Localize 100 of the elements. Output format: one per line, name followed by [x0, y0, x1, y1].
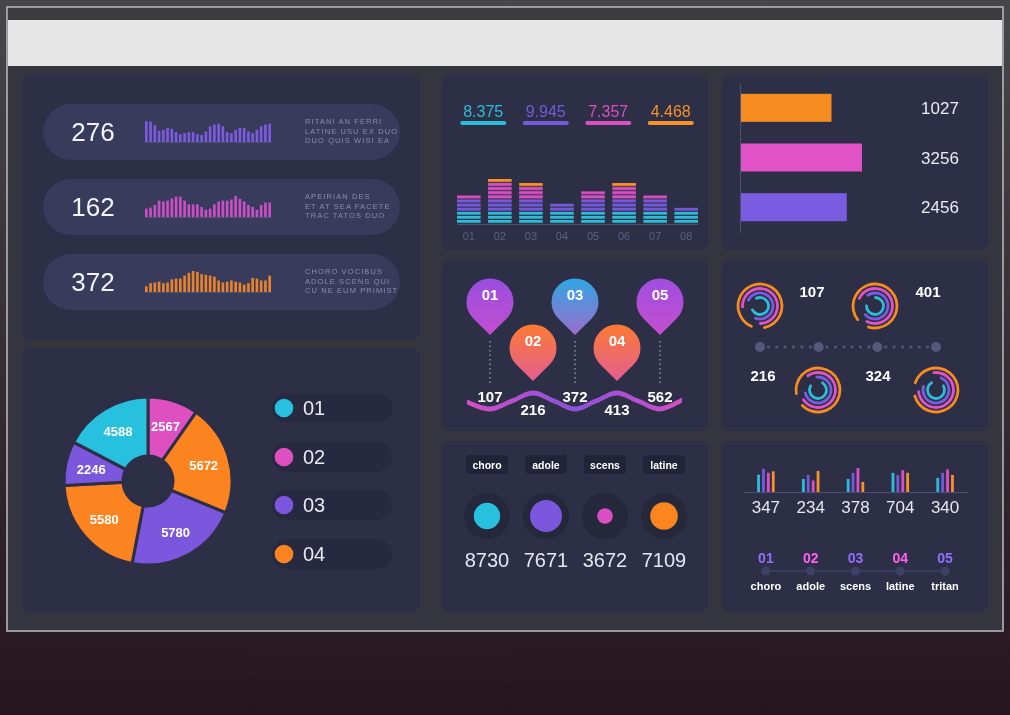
category-label: adole	[532, 459, 560, 471]
chart-title: 162	[71, 192, 115, 222]
bar	[457, 195, 481, 200]
bar	[643, 195, 667, 200]
bar	[234, 281, 237, 292]
bar	[550, 211, 574, 224]
bar	[213, 204, 216, 217]
bar	[519, 187, 543, 200]
bar	[183, 133, 186, 142]
bar	[162, 129, 165, 142]
data-label: 5580	[89, 512, 119, 528]
bar	[581, 191, 605, 200]
bar	[230, 199, 233, 217]
bar	[234, 196, 237, 217]
bar	[230, 280, 233, 292]
bar	[457, 199, 481, 212]
data-label: 5672	[189, 457, 219, 473]
data-label: 5780	[161, 525, 191, 541]
bar	[581, 199, 605, 212]
bar	[217, 123, 220, 142]
bar	[179, 134, 182, 142]
bar	[166, 282, 169, 292]
bar	[896, 474, 900, 492]
category-label: 01	[481, 286, 499, 303]
data-label: 562	[647, 388, 673, 405]
bar	[643, 211, 667, 224]
legend-label: 03	[303, 494, 326, 516]
data-label: 372	[562, 388, 588, 405]
bar	[519, 211, 543, 224]
bar	[906, 472, 910, 492]
chart-title: 276	[71, 117, 115, 147]
bar	[488, 199, 512, 212]
bar	[612, 183, 636, 188]
text: 378	[841, 498, 870, 517]
bar	[251, 133, 254, 142]
bar	[643, 199, 667, 212]
x-tick-label: 03	[524, 230, 538, 242]
bar	[217, 201, 220, 217]
text: 347	[751, 498, 781, 517]
bar	[264, 280, 267, 292]
bar	[183, 200, 186, 217]
bar	[674, 211, 698, 224]
bar	[581, 211, 605, 224]
text: 7.357	[588, 103, 629, 120]
bar	[145, 208, 148, 217]
bar	[247, 205, 250, 217]
text: tritan	[931, 580, 960, 592]
bar	[183, 275, 186, 292]
data-label: 107	[799, 283, 825, 300]
bar	[234, 129, 237, 142]
x-tick-label: 03	[847, 550, 864, 566]
bar	[213, 276, 216, 292]
data-label: 7109	[641, 549, 687, 571]
bar	[674, 207, 698, 212]
bar	[612, 199, 636, 212]
bar	[901, 470, 905, 492]
bar	[550, 203, 574, 212]
bar	[488, 183, 512, 200]
bar	[264, 124, 267, 142]
bar	[200, 135, 203, 142]
category-label: scens	[590, 459, 621, 471]
text: scens	[839, 580, 872, 592]
bar	[196, 204, 199, 217]
bar	[268, 275, 271, 292]
bar	[811, 480, 815, 492]
x-tick-label: 04	[892, 550, 909, 566]
legend-label: 02	[303, 446, 326, 468]
bar	[936, 477, 940, 492]
text: 704	[886, 498, 915, 517]
bar	[612, 211, 636, 224]
bar	[149, 121, 152, 142]
chart-title: 372	[71, 267, 115, 297]
text: 234	[796, 498, 825, 517]
bar	[213, 124, 216, 142]
bar	[488, 211, 512, 224]
bar	[771, 471, 775, 492]
x-tick-label: 02	[493, 230, 506, 242]
bar	[200, 274, 203, 292]
bar	[166, 127, 169, 142]
bar	[264, 202, 267, 217]
bar	[217, 280, 220, 292]
bar	[757, 474, 760, 492]
bar	[801, 479, 805, 492]
bar	[179, 278, 182, 292]
text: adole	[796, 580, 826, 592]
text: 1027	[921, 98, 959, 118]
text: 340	[930, 498, 960, 517]
x-tick-label: 05	[937, 550, 954, 566]
text: 2456	[921, 198, 959, 218]
data-label: 2567	[150, 418, 180, 434]
bar	[247, 131, 250, 142]
x-tick-label: 08	[680, 230, 693, 242]
category-label: latine	[650, 459, 678, 471]
bar	[166, 200, 169, 217]
bar	[488, 179, 512, 184]
bar	[200, 206, 203, 217]
bar	[519, 199, 543, 212]
data-label: 4588	[103, 424, 133, 440]
bar	[230, 133, 233, 142]
legend-label: 01	[303, 397, 326, 419]
